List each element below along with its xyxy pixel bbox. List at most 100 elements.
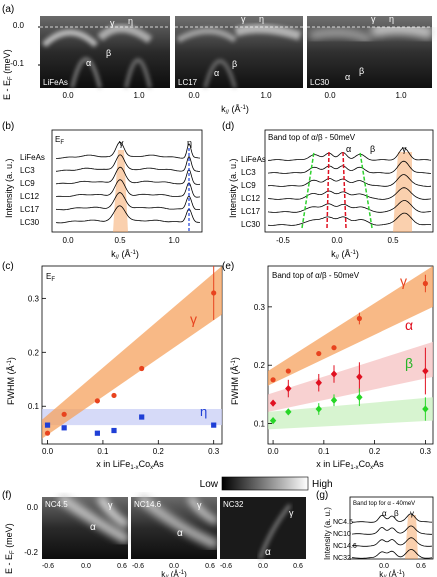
gamma-point <box>422 280 428 287</box>
x-tick: 1.0 <box>168 236 180 245</box>
eta-point <box>111 427 117 434</box>
trace-group <box>351 513 433 559</box>
alpha-band <box>268 341 433 412</box>
gamma-point <box>285 368 291 374</box>
x-tick-label: 0.3 <box>208 447 220 456</box>
peak-label-beta: β <box>394 509 399 518</box>
y-axis-label: FWHM (Å-1) <box>230 357 240 405</box>
spectrum-trace <box>351 513 433 523</box>
x-axis-label: k// (Å-1) <box>161 570 187 577</box>
y-axis-label: Intensity (a. u.) <box>228 158 238 218</box>
peak-label-alpha: α <box>382 509 387 518</box>
x-tick: 0.5 <box>387 236 399 245</box>
x-tick: 0.0 <box>81 563 91 570</box>
panel-a: (a) LiFeAs α β γ η <box>2 4 434 116</box>
peak-label-beta: β <box>370 144 375 154</box>
panel-letter-c: (c) <box>2 261 14 272</box>
x-tick-label: 0.0 <box>42 447 54 456</box>
beta-point <box>330 396 338 404</box>
eta-point <box>211 422 217 428</box>
panel-letter-g: (g) <box>316 490 328 501</box>
eta-point <box>61 425 67 431</box>
y-tick-label: 0.1 <box>254 420 266 429</box>
x-axis-label: k// (Å-1) <box>331 249 359 261</box>
peak-label-gamma: γ <box>410 509 414 518</box>
spectrum-trace <box>55 166 201 185</box>
y-axis-label: Intensity (a. u.) <box>323 507 332 560</box>
trace-label: LC30 <box>241 220 261 229</box>
band-label-gamma: γ <box>289 508 294 518</box>
y-tick: 0.0 <box>27 503 39 512</box>
series-label-gamma: γ <box>190 311 197 327</box>
panel-letter-d: (d) <box>222 121 234 132</box>
image-label: NC32 <box>223 500 244 509</box>
trace-label: LC30 <box>20 218 40 227</box>
spectrum-trace <box>268 174 432 187</box>
image-label: NC14.6 <box>134 500 162 509</box>
gamma-band <box>42 266 222 439</box>
trace-label: LC17 <box>20 205 40 214</box>
gamma-point <box>94 398 100 404</box>
x-tick-label: 0.2 <box>153 447 165 456</box>
x-tick: 0.0 <box>62 236 74 245</box>
image-label: NC4.5 <box>45 500 68 509</box>
alpha-point <box>422 367 429 375</box>
alpha-point <box>330 370 338 378</box>
x-tick: 1.0 <box>260 91 272 100</box>
colorbar: Low High <box>200 476 333 491</box>
trace-label: LC3 <box>20 166 35 175</box>
band-label-alpha: α <box>345 72 350 82</box>
band-label-alpha: α <box>90 522 96 533</box>
arpes-image-nc4.5: NC4.5 α γ <box>42 492 131 559</box>
peak-label-gamma: γ <box>402 144 407 154</box>
band-label-beta: β <box>232 59 237 69</box>
scatter-plot: 0.1 0.2 0.3 0.0 0.1 0.2 0.3 <box>28 266 222 456</box>
x-tick: 0.0 <box>62 91 74 100</box>
trace-label: NC14.6 <box>333 543 357 550</box>
y-tick-label: 0.3 <box>254 303 266 312</box>
band-label-gamma: γ <box>110 18 115 28</box>
x-tick-label: 0.1 <box>97 447 109 456</box>
x-tick: 0.0 <box>331 236 343 245</box>
eta-point <box>94 430 100 436</box>
spectrum-trace <box>55 154 200 172</box>
band-label-beta: β <box>106 48 111 58</box>
panel-letter-e: (e) <box>222 261 234 272</box>
alpha-point <box>356 373 363 381</box>
x-tick: 0.0 <box>379 563 389 570</box>
alpha-point <box>269 399 277 407</box>
trace-labels: LiFeAs LC3 LC9 LC12 LC17 LC30 <box>241 155 266 229</box>
spectrum-trace <box>55 192 201 211</box>
alpha-point <box>315 379 322 387</box>
gamma-band <box>268 266 433 386</box>
y-tick-label: 0.2 <box>28 348 40 357</box>
alpha-guide-right <box>342 151 347 229</box>
panel-b: (b) EF γ η LiFeAs LC3 LC9 LC12 LC17 LC30 Inte… <box>2 121 203 261</box>
band-label-eta: η <box>259 14 264 24</box>
series-label-alpha: α <box>405 317 413 333</box>
y-axis-label: E - EF (meV) <box>2 49 14 100</box>
gamma-point <box>61 411 67 417</box>
panel-e: (e) 0.1 0.2 0.3 0.0 0.1 0.2 0.3 Band top of α/… <box>222 261 434 471</box>
spectrum-trace <box>352 548 433 559</box>
scatter-plot: 0.1 0.2 0.3 0.0 0.1 0.2 0.3 <box>254 266 433 456</box>
eta-point <box>44 422 51 428</box>
band-label-eta: η <box>389 14 394 24</box>
plot-frame <box>41 265 223 445</box>
trace-label: LC9 <box>20 179 35 188</box>
x-tick-label: 0.0 <box>268 447 280 456</box>
beta-guide-left <box>301 151 315 229</box>
spectrum-trace <box>267 160 431 174</box>
gamma-point <box>316 350 322 357</box>
spectrum-trace <box>55 205 201 224</box>
trace-label: NC4.5 <box>333 519 353 526</box>
corner-label: EF <box>46 272 55 283</box>
peak-label-gamma: γ <box>119 138 124 148</box>
peak-label-eta: η <box>187 138 192 148</box>
alpha-guide-left <box>326 151 330 229</box>
x-tick: 0.6 <box>205 563 215 570</box>
trace-label: LC12 <box>241 194 261 203</box>
trace-label: LC3 <box>241 168 256 177</box>
x-tick: 0.6 <box>117 563 127 570</box>
